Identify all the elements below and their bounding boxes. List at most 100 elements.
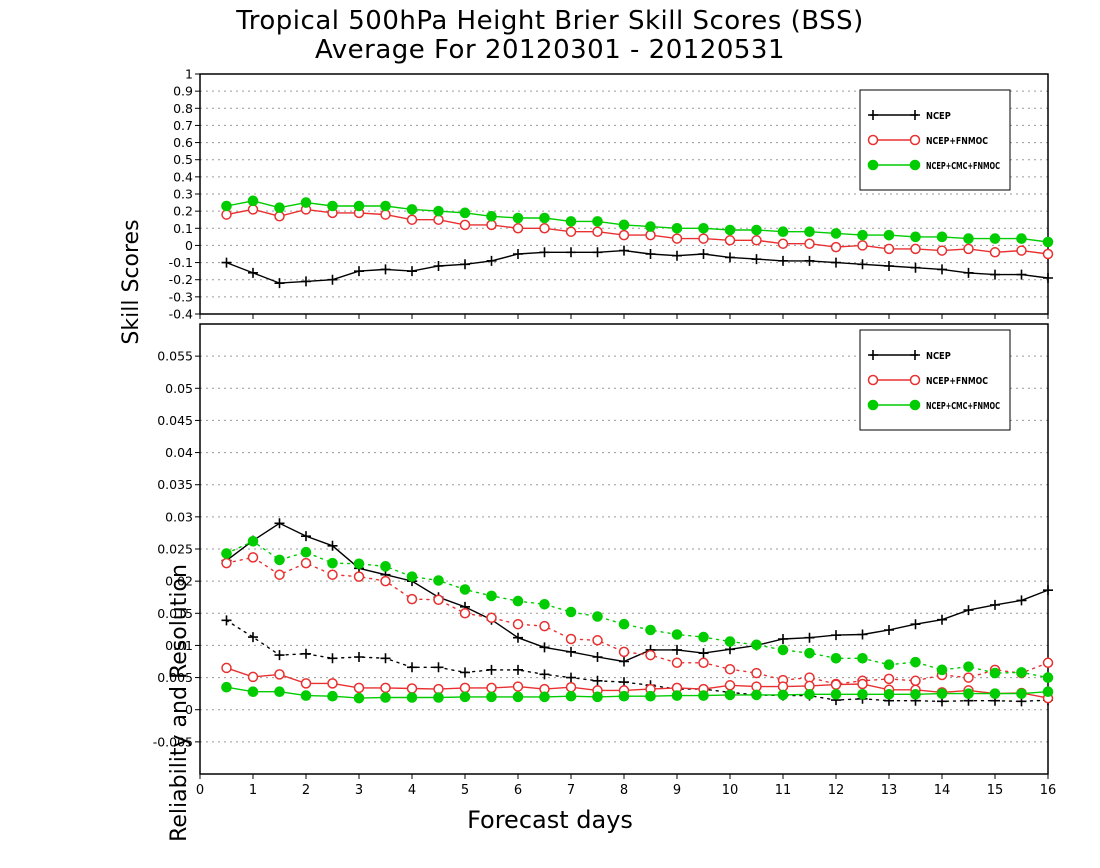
data-point [380, 209, 391, 220]
data-point [618, 219, 630, 231]
data-point [1042, 248, 1054, 260]
data-point [671, 690, 683, 701]
legend-marker [909, 374, 921, 386]
x-tick-label: 7 [567, 783, 575, 798]
data-point [883, 673, 895, 685]
data-point [486, 255, 497, 266]
legend-marker [868, 110, 878, 120]
data-point [724, 680, 736, 691]
data-point [486, 590, 497, 602]
data-point [857, 240, 868, 251]
data-point [406, 204, 418, 215]
data-point [565, 606, 577, 618]
x-tick-label: 9 [673, 783, 681, 798]
data-point [248, 632, 258, 643]
data-point [221, 681, 232, 693]
y-tick-label: 0.055 [157, 349, 193, 364]
legend-marker [910, 110, 920, 120]
data-point [857, 678, 868, 690]
data-point [380, 653, 391, 664]
data-point [327, 274, 338, 285]
data-point [936, 664, 948, 676]
legend-label: NCEP+CMC+FNMOC [926, 161, 1000, 172]
data-point [486, 210, 497, 222]
legend: NCEP NCEP+FNMOC NCEP+CMC+FNMOC [859, 329, 1011, 431]
data-point [830, 688, 842, 700]
y-tick-label: 0.8 [173, 101, 193, 116]
data-point [831, 630, 841, 641]
y-tick-label: 0.5 [173, 152, 193, 167]
data-point [459, 219, 471, 231]
data-point [459, 207, 471, 219]
data-point [353, 692, 365, 704]
data-point [989, 233, 1001, 244]
data-point [459, 608, 471, 619]
data-point [539, 642, 550, 653]
legend-marker [909, 159, 921, 171]
data-point [221, 209, 232, 220]
data-point [857, 259, 868, 270]
x-tick-label: 4 [408, 783, 416, 798]
data-point [671, 657, 683, 669]
data-point [565, 690, 577, 702]
x-tick-label: 15 [987, 783, 1004, 798]
data-point [724, 224, 736, 236]
data-point [963, 605, 974, 616]
data-point [247, 204, 259, 215]
data-point [778, 634, 788, 644]
series-ncep-reliability [221, 615, 1053, 707]
chart-figure: -0.4 -0.3 -0.2 -0.1 0 0.1 0.2 0.3 0.4 0.5 0.6 0.7 0.… [153, 67, 1057, 799]
data-point [830, 652, 842, 664]
data-point [1016, 233, 1027, 244]
data-point [1016, 595, 1027, 606]
y-tick-label: 0.1 [173, 221, 193, 236]
y-tick-label: 0.2 [173, 204, 193, 219]
data-point [910, 619, 921, 630]
legend-label: NCEP [926, 351, 951, 362]
data-point [486, 219, 497, 231]
data-point [645, 221, 656, 232]
y-tick-label: 0.6 [173, 135, 193, 150]
data-point [910, 231, 921, 243]
x-tick-label: 14 [934, 783, 951, 798]
data-point [698, 249, 709, 259]
data-point [592, 226, 603, 237]
plot-frame [199, 73, 1049, 315]
bottom-chart-panel: -0.005 0 0.005 0.01 0.015 0.02 0.025 0.03 0.035 0… [153, 323, 1056, 798]
data-point [751, 667, 762, 679]
y-tick-label: 0.3 [173, 187, 193, 202]
data-point [566, 646, 576, 657]
data-point [910, 675, 921, 687]
data-point [619, 245, 629, 256]
data-point [698, 631, 709, 643]
data-point [936, 688, 948, 699]
x-tick-label: 3 [355, 783, 363, 798]
legend-marker [867, 399, 879, 411]
data-point [751, 254, 762, 265]
data-point [777, 238, 789, 249]
data-point [592, 247, 603, 258]
y-tick-label: 0.005 [157, 670, 193, 685]
data-point [671, 222, 683, 234]
data-point [698, 690, 709, 701]
data-point [274, 669, 285, 680]
data-point [274, 650, 285, 661]
series-ncep-fnmoc [221, 552, 1054, 690]
data-point [512, 595, 524, 607]
data-point [566, 247, 576, 258]
series-ncep-cmc-fnmoc-reliability [221, 681, 1054, 704]
legend-marker [909, 134, 921, 146]
x-tick-label: 0 [196, 783, 204, 798]
data-point [512, 618, 524, 630]
data-point [274, 278, 285, 289]
data-point [990, 599, 1000, 610]
data-point [353, 571, 365, 582]
data-point [618, 646, 630, 658]
legend-marker [867, 374, 879, 386]
data-point [1016, 269, 1027, 280]
data-point [221, 257, 232, 268]
data-point [936, 231, 948, 243]
data-point [539, 223, 550, 234]
data-point [963, 233, 974, 244]
data-point [989, 667, 1001, 679]
